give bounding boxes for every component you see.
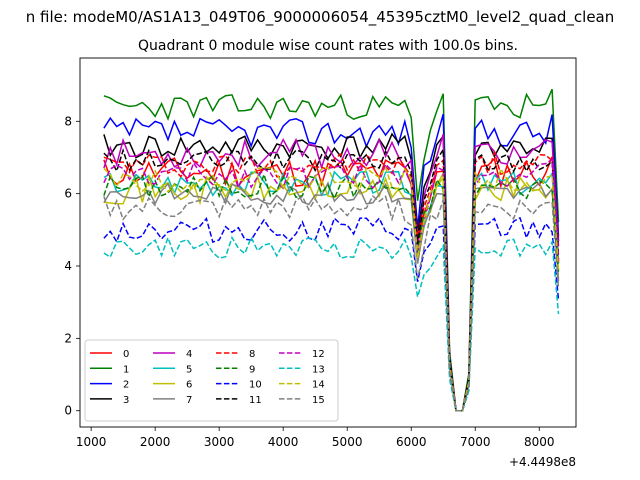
legend-label-7: 7 bbox=[186, 395, 192, 406]
legend-frame bbox=[84, 339, 339, 422]
y-axis: 0 2 4 6 8 bbox=[64, 114, 80, 418]
x-tick-label: 3000 bbox=[204, 435, 235, 449]
legend-label-13: 13 bbox=[312, 364, 325, 375]
series-line-8 bbox=[103, 150, 560, 412]
series-line-15 bbox=[103, 194, 560, 412]
series-group bbox=[103, 88, 560, 412]
series-line-9 bbox=[103, 172, 560, 412]
legend-label-11: 11 bbox=[249, 395, 262, 406]
series-line-13 bbox=[103, 235, 560, 412]
legend-label-9: 9 bbox=[249, 364, 255, 375]
legend-label-6: 6 bbox=[186, 380, 192, 391]
y-tick-label: 4 bbox=[64, 259, 72, 273]
x-tick-label: 1000 bbox=[76, 435, 107, 449]
y-tick-label: 2 bbox=[64, 331, 72, 345]
series-line-12 bbox=[103, 157, 560, 412]
axes-frame bbox=[79, 57, 577, 428]
legend-label-8: 8 bbox=[249, 349, 255, 360]
series-line-11 bbox=[103, 147, 560, 412]
x-tick-label: 4000 bbox=[268, 435, 299, 449]
legend-label-3: 3 bbox=[123, 395, 129, 406]
legend-label-2: 2 bbox=[123, 380, 129, 391]
y-tick-label: 8 bbox=[64, 114, 72, 128]
series-line-2 bbox=[103, 113, 560, 412]
figure-suptitle: n file: modeM0/AS1A13_049T06_9000006054_… bbox=[26, 8, 615, 27]
x-offset-label: +4.4498e8 bbox=[509, 455, 576, 469]
y-tick-label: 6 bbox=[64, 187, 72, 201]
plot-area: 1000 2000 3000 4000 5000 6000 7000 8000 0 2 4 6 8 +… bbox=[64, 57, 577, 469]
x-axis: 1000 2000 3000 4000 5000 6000 7000 8000 bbox=[76, 427, 555, 449]
y-tick-label: 0 bbox=[64, 404, 72, 418]
series-line-1 bbox=[103, 88, 560, 412]
chart-title: Quadrant 0 module wise count rates with … bbox=[138, 38, 518, 54]
series-line-10 bbox=[103, 216, 560, 412]
legend-label-1: 1 bbox=[123, 364, 129, 375]
legend-label-12: 12 bbox=[312, 349, 325, 360]
x-tick-label: 5000 bbox=[332, 435, 363, 449]
series-line-14 bbox=[103, 165, 560, 412]
legend-label-15: 15 bbox=[312, 395, 325, 406]
legend-label-0: 0 bbox=[123, 349, 129, 360]
legend-label-14: 14 bbox=[312, 380, 325, 391]
x-tick-label: 2000 bbox=[140, 435, 171, 449]
legend-label-4: 4 bbox=[186, 349, 192, 360]
x-tick-label: 8000 bbox=[524, 435, 555, 449]
x-tick-label: 7000 bbox=[460, 435, 491, 449]
legend-label-10: 10 bbox=[249, 380, 262, 391]
legend-label-5: 5 bbox=[186, 364, 192, 375]
x-tick-label: 6000 bbox=[396, 435, 427, 449]
